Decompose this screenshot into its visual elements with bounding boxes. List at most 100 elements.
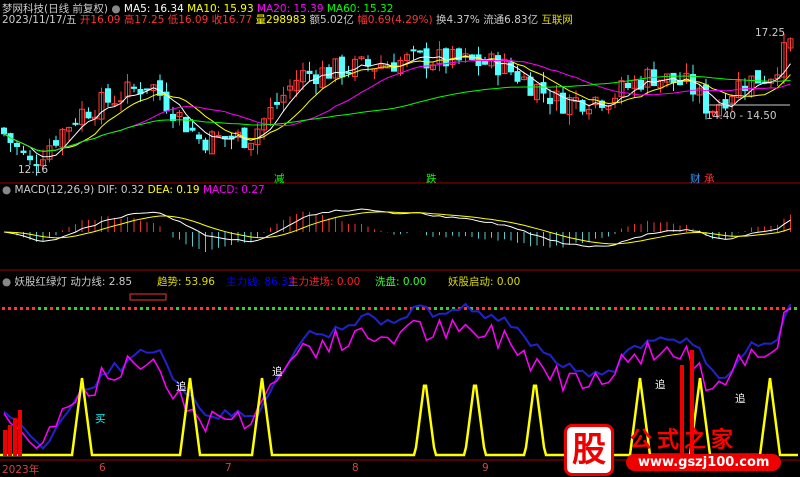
power-line [3,307,791,450]
signal-dot [110,307,113,310]
macd-header: ● MACD(12,26,9) DIF: 0.32 DEA: 0.19 MACD… [2,184,265,196]
ma10-value: MA10: 15.93 [187,3,254,15]
event-marker[interactable]: 跌 [426,173,437,185]
logo-text: 公式之家 [630,428,739,453]
signal-dot [752,307,755,310]
signal-dot [284,307,287,310]
candle [33,164,40,167]
candle [696,87,703,96]
candle [514,71,521,82]
signal-dot [422,307,425,310]
signal-dot [452,307,455,310]
signal-dot [272,307,275,310]
date: 2023/11/17/五 [2,14,77,26]
amount: 额5.02亿 [309,14,354,26]
signal-dot [356,307,359,310]
signal-dot [764,307,767,310]
candle [709,110,716,113]
candle [176,111,183,118]
quote-line: 2023/11/17/五 开16.09 高17.25 低16.09 收16.77… [2,12,573,27]
indicator-title[interactable]: 妖股红绿灯 [14,276,68,288]
signal-dot [698,307,701,310]
dropdown-icon[interactable]: ● [111,3,121,15]
stock-title[interactable]: 梦网科技(日线 前复权) ● MA5: 16.34 MA10: 15.93 MA… [2,1,393,16]
candle [449,49,456,66]
signal-dot [674,307,677,310]
dropdown-icon[interactable]: ● [2,184,12,196]
event-marker[interactable]: 减 [274,173,285,185]
candle [729,95,735,104]
signal-dot [320,307,323,310]
signal-dot [590,307,593,310]
candle [248,142,254,151]
signal-dot [656,307,659,310]
candle [111,103,118,106]
sector[interactable]: 互联网 [541,14,573,26]
signal-dot [386,307,389,310]
signal-dot [188,307,191,310]
candle [755,70,761,84]
signal-dot [566,307,569,310]
event-marker[interactable]: 承 [704,173,715,185]
signal-dot [8,307,11,310]
signal-dot [20,307,23,310]
signal-dot [578,307,581,310]
candle [46,145,53,160]
signal-dot [362,307,365,310]
macd-title[interactable]: MACD(12,26,9) [14,184,95,196]
signal-dot [740,307,743,310]
signal-dot [794,307,797,310]
candle [748,75,755,97]
signal-dot [128,307,131,310]
signal-dot [398,307,401,310]
signal-dot [224,307,227,310]
candle [358,56,365,60]
signal-dot [56,307,59,310]
signal-dot [776,307,779,310]
signal-dot [242,307,245,310]
candle [131,86,137,89]
signal-dot [572,307,575,310]
candle [326,67,332,79]
candle [482,61,488,65]
signal-dot [602,307,605,310]
signal-dot [746,307,749,310]
signal-dot [278,307,281,310]
candle [586,108,592,115]
candle [287,85,293,91]
signal-dot [176,307,179,310]
open: 开16.09 [79,14,121,26]
candle [59,128,66,148]
candle [339,56,345,78]
volume-bar [690,350,694,456]
volume-bar [8,425,12,456]
chase-signal: 追 [735,393,746,405]
signal-dot [332,307,335,310]
logo-char: 股 [564,424,614,476]
signal-dot [290,307,293,310]
signal-dot [206,307,209,310]
candle [508,62,514,73]
candle [573,97,579,102]
signal-dot [530,307,533,310]
signal-dot [440,307,443,310]
signal-dot [62,307,65,310]
signal-dot [758,307,761,310]
candle [14,142,20,148]
signal-dot [152,307,155,310]
event-marker[interactable]: 财 [690,173,701,185]
candle [72,122,79,125]
chase-signal: 追 [655,379,666,391]
main-force-line [3,302,792,450]
signal-dot [326,307,329,310]
watermark-logo: 股 公式之家 www.gszj100.com [556,422,800,476]
axis-label: 7 [225,462,232,474]
signal-dot [344,307,347,310]
dropdown-icon[interactable]: ● [2,276,12,288]
logo-url: www.gszj100.com [626,454,782,471]
candle [553,90,560,102]
signal-dot [536,307,539,310]
power-value: 动力线: 2.85 [70,276,133,288]
change: 幅0.69(4.29%) [357,14,433,26]
